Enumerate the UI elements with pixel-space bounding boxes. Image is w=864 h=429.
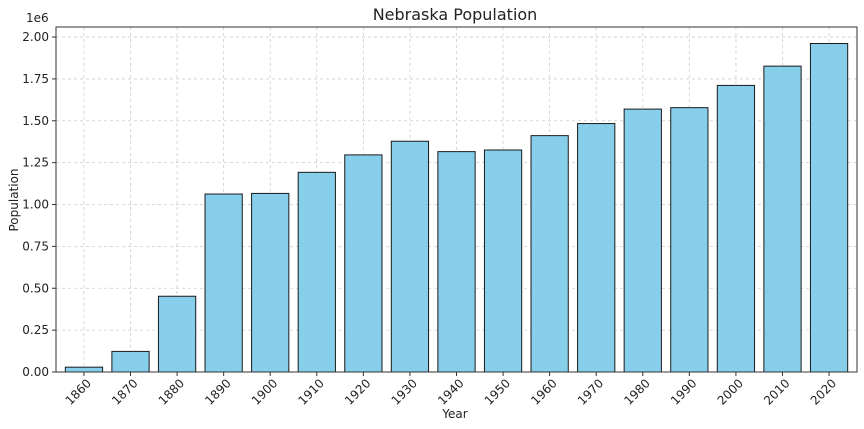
chart-title: Nebraska Population (373, 5, 538, 24)
x-tick-label: 1870 (109, 376, 140, 407)
x-tick-label: 1890 (202, 376, 233, 407)
y-tick-label: 0.25 (22, 323, 49, 337)
y-tick-label: 2.00 (22, 30, 49, 44)
x-tick-label: 2000 (715, 376, 746, 407)
x-tick-label: 1970 (575, 376, 606, 407)
x-tick-label: 1940 (435, 376, 466, 407)
x-tick-label: 1960 (528, 376, 559, 407)
x-tick-label: 1900 (249, 376, 280, 407)
x-tick-label: 2010 (761, 376, 792, 407)
x-tick-label: 2020 (808, 376, 839, 407)
x-tick-label: 1860 (63, 376, 94, 407)
x-axis-label: Year (441, 407, 467, 421)
bar-1920 (344, 154, 383, 373)
bar-1860 (64, 366, 104, 373)
bar-1870 (111, 350, 150, 373)
x-tick-label: 1910 (295, 376, 326, 407)
bar-2020 (809, 42, 849, 373)
bar-1940 (437, 151, 476, 373)
x-ticks: 1860 1870 1880 1890 1900 1910 1920 1930 1940 1950… (63, 372, 839, 408)
x-tick-label: 1990 (668, 376, 699, 407)
x-tick-label: 1950 (482, 376, 513, 407)
x-tick-label: 1920 (342, 376, 373, 407)
y-axis-label: Population (7, 168, 21, 231)
bar-1880 (157, 295, 197, 373)
y-tick-label: 1.25 (22, 156, 49, 170)
bars (64, 42, 849, 373)
y-ticks: 0.00 0.25 0.50 0.75 1.00 1.25 1.50 1.75 2.00 (22, 30, 56, 379)
bar-1930 (390, 140, 430, 373)
y-tick-label: 0.50 (22, 281, 49, 295)
bar-2010 (763, 65, 802, 373)
bar-1950 (483, 149, 523, 373)
x-tick-label: 1980 (621, 376, 652, 407)
bar-2000 (716, 84, 756, 373)
x-tick-label: 1930 (389, 376, 420, 407)
bar-1990 (670, 107, 709, 373)
bar-1970 (577, 123, 616, 373)
y-tick-label: 1.00 (22, 198, 49, 212)
bar-1910 (297, 171, 336, 373)
bar-1900 (251, 192, 290, 373)
y-offset-label: 1e6 (26, 11, 49, 25)
y-tick-label: 1.50 (22, 114, 49, 128)
bar-1980 (623, 108, 662, 373)
y-tick-label: 0.00 (22, 365, 49, 379)
y-tick-label: 0.75 (22, 239, 49, 253)
x-tick-label: 1880 (156, 376, 187, 407)
bar-1960 (530, 135, 569, 373)
bar-1890 (204, 193, 243, 373)
y-tick-label: 1.75 (22, 72, 49, 86)
